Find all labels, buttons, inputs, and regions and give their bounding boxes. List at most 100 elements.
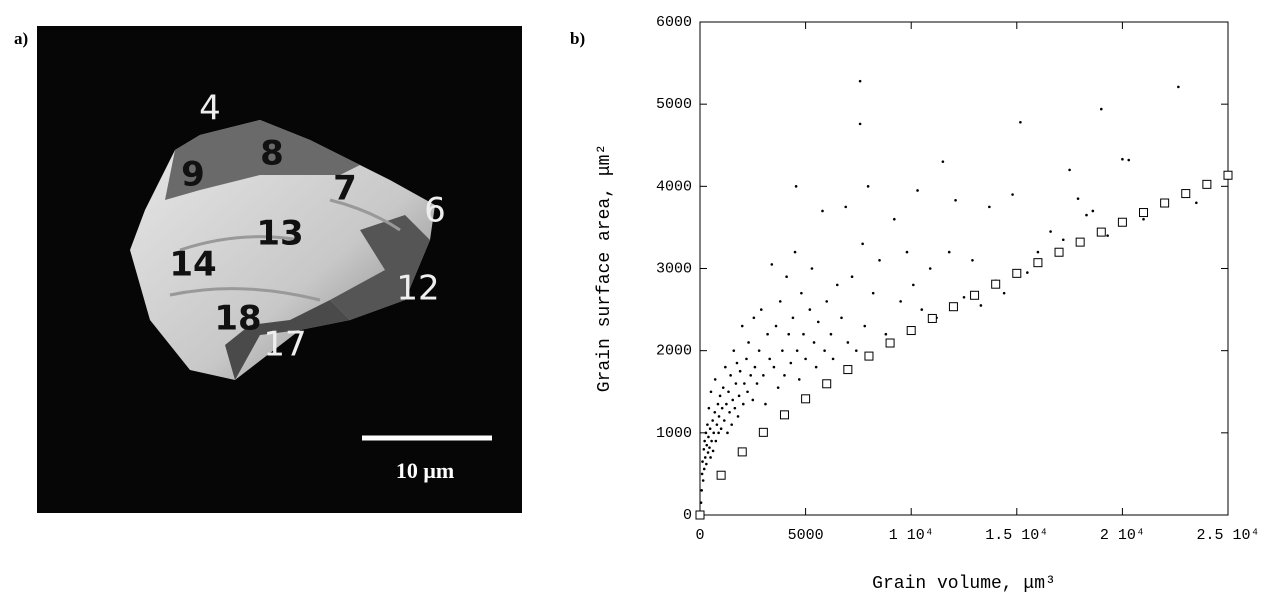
point bbox=[1076, 197, 1080, 200]
point bbox=[708, 446, 711, 449]
point bbox=[1019, 120, 1022, 124]
point bbox=[905, 250, 909, 254]
point bbox=[816, 320, 820, 324]
square-marker bbox=[801, 394, 811, 404]
point bbox=[781, 349, 784, 352]
point bbox=[708, 427, 712, 431]
region-label: 8 bbox=[260, 134, 284, 174]
x-tick-label: 2 10⁴ bbox=[1100, 527, 1145, 544]
y-axis-label: Grain surface area, μm² bbox=[595, 144, 615, 392]
point bbox=[831, 357, 835, 361]
point bbox=[701, 479, 705, 482]
square-marker bbox=[906, 326, 916, 336]
point bbox=[866, 185, 870, 188]
square-marker bbox=[864, 351, 874, 361]
point bbox=[737, 394, 741, 398]
point bbox=[713, 378, 717, 381]
point bbox=[709, 456, 712, 459]
point bbox=[762, 374, 765, 377]
point bbox=[749, 374, 752, 377]
point bbox=[728, 410, 731, 414]
point bbox=[747, 341, 750, 344]
point bbox=[884, 332, 888, 336]
square-marker bbox=[1075, 237, 1085, 247]
point bbox=[712, 431, 716, 435]
point bbox=[735, 361, 739, 365]
point bbox=[928, 267, 932, 270]
point bbox=[1061, 238, 1065, 242]
point bbox=[726, 431, 729, 435]
square-marker bbox=[758, 427, 768, 437]
x-axis-label: Grain volume, μm³ bbox=[872, 574, 1056, 594]
point bbox=[1091, 209, 1095, 213]
point bbox=[746, 390, 749, 394]
point bbox=[727, 390, 730, 394]
point bbox=[717, 431, 720, 435]
region-label: 18 bbox=[214, 299, 261, 339]
point bbox=[702, 447, 706, 451]
point bbox=[804, 357, 807, 361]
point bbox=[1177, 85, 1180, 89]
point bbox=[745, 357, 748, 361]
point bbox=[812, 341, 816, 344]
point bbox=[759, 308, 763, 311]
point bbox=[808, 308, 812, 311]
point bbox=[844, 205, 848, 209]
point bbox=[829, 332, 833, 336]
point bbox=[863, 324, 867, 328]
y-tick-label: 1000 bbox=[656, 425, 692, 442]
point bbox=[783, 374, 786, 377]
panel-label: a) bbox=[14, 29, 28, 48]
point bbox=[732, 349, 736, 352]
point bbox=[1085, 213, 1088, 217]
point bbox=[825, 300, 829, 303]
point bbox=[709, 390, 713, 394]
region-label: 6 bbox=[424, 191, 446, 231]
point bbox=[1195, 201, 1198, 205]
point bbox=[858, 122, 862, 126]
point bbox=[916, 189, 919, 192]
point bbox=[752, 316, 756, 320]
point bbox=[871, 291, 875, 295]
point bbox=[716, 402, 720, 406]
point bbox=[791, 316, 795, 320]
point bbox=[823, 349, 826, 352]
square-marker bbox=[1223, 170, 1233, 180]
point bbox=[719, 427, 723, 431]
point bbox=[802, 332, 805, 336]
point bbox=[705, 443, 709, 447]
square-marker bbox=[737, 447, 747, 457]
point bbox=[707, 406, 711, 410]
point bbox=[717, 415, 721, 418]
point bbox=[920, 308, 924, 311]
region-label: 14 bbox=[169, 245, 216, 285]
square-marker bbox=[1012, 268, 1022, 278]
point bbox=[755, 382, 759, 385]
square-marker bbox=[716, 470, 726, 480]
point bbox=[705, 462, 708, 466]
point bbox=[814, 365, 818, 369]
square-marker bbox=[1117, 217, 1127, 227]
point bbox=[793, 250, 797, 254]
square-marker bbox=[843, 365, 853, 375]
point bbox=[718, 394, 722, 398]
square-marker bbox=[1054, 247, 1064, 257]
y-tick-label: 6000 bbox=[656, 14, 692, 31]
point bbox=[738, 369, 742, 373]
square-marker bbox=[1160, 198, 1170, 208]
point bbox=[768, 357, 771, 361]
point bbox=[731, 398, 735, 402]
point bbox=[1106, 234, 1109, 237]
x-tick-label: 1.5 10⁴ bbox=[985, 527, 1048, 544]
y-tick-label: 5000 bbox=[656, 96, 692, 113]
y-tick-label: 0 bbox=[683, 507, 692, 524]
y-tick-label: 4000 bbox=[656, 178, 692, 195]
point bbox=[988, 205, 991, 209]
point bbox=[858, 79, 862, 83]
point bbox=[1026, 271, 1029, 274]
point bbox=[846, 341, 850, 344]
point bbox=[772, 365, 776, 369]
point bbox=[707, 435, 710, 439]
point bbox=[1011, 193, 1014, 196]
square-marker bbox=[1202, 179, 1212, 189]
